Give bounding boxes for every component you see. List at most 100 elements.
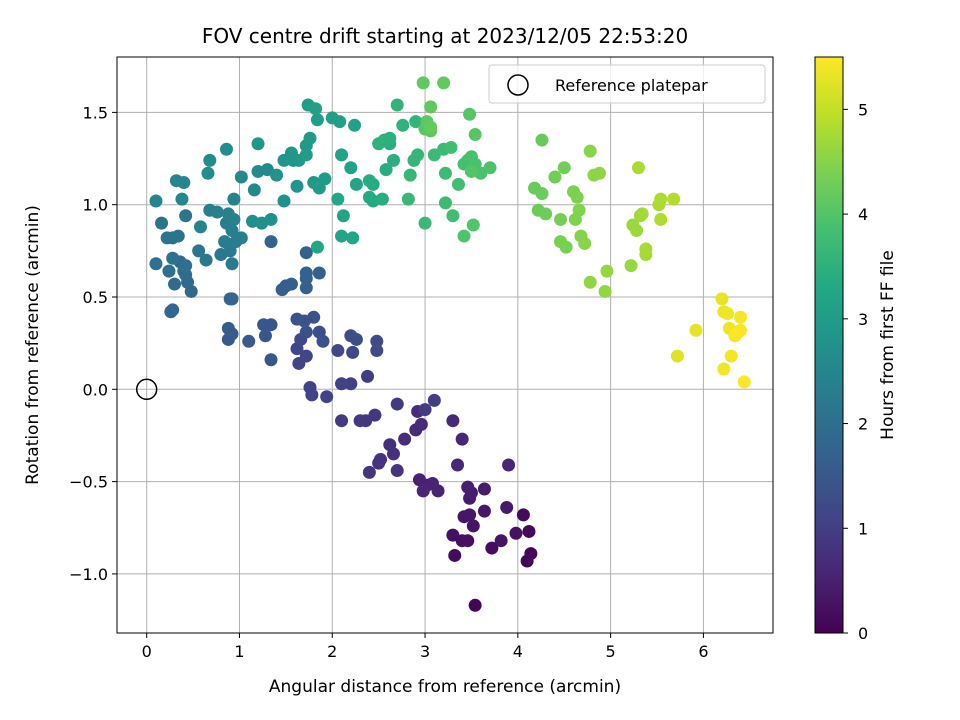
data-point <box>348 118 362 132</box>
data-point <box>522 524 536 538</box>
data-point <box>179 209 193 223</box>
x-tick-label: 5 <box>606 642 616 661</box>
data-point <box>362 465 376 479</box>
data-point <box>318 172 332 186</box>
data-point <box>396 118 410 132</box>
reference-platepar-marker <box>135 378 158 401</box>
data-point <box>448 548 462 562</box>
data-point <box>335 414 349 428</box>
data-point <box>570 190 584 204</box>
data-point <box>689 323 703 337</box>
data-point <box>168 277 182 291</box>
data-point <box>715 292 729 306</box>
data-point <box>379 163 393 177</box>
colorbar-tick-label: 4 <box>858 205 868 224</box>
data-point <box>654 212 668 226</box>
data-point <box>600 264 614 278</box>
data-point <box>179 259 193 273</box>
y-tick-label: 0.0 <box>83 380 108 399</box>
data-point <box>494 534 508 548</box>
data-point <box>592 166 606 180</box>
data-point <box>416 484 430 498</box>
data-point <box>290 179 304 193</box>
data-point <box>335 148 349 162</box>
data-point <box>463 508 477 522</box>
data-point <box>225 224 239 238</box>
data-point <box>557 161 571 175</box>
data-point <box>312 266 326 280</box>
x-tick-label: 3 <box>420 642 430 661</box>
data-point <box>372 456 386 470</box>
colorbar-tick-label: 2 <box>858 415 868 434</box>
data-point <box>362 174 376 188</box>
data-point <box>468 128 482 142</box>
data-point <box>331 344 345 358</box>
data-point <box>333 115 347 129</box>
data-point <box>310 113 324 127</box>
data-point <box>175 192 189 206</box>
data-point <box>192 244 206 258</box>
y-tick-label: −0.5 <box>69 473 108 492</box>
data-point <box>483 161 497 175</box>
data-point <box>654 192 668 206</box>
data-point <box>438 166 452 180</box>
data-point <box>258 329 272 343</box>
data-point <box>485 541 499 555</box>
data-point <box>411 148 425 162</box>
data-point <box>149 257 163 271</box>
data-point <box>438 196 452 210</box>
legend-label-reference: Reference platepar <box>555 76 708 95</box>
data-point <box>162 264 176 278</box>
data-point <box>583 275 597 289</box>
data-point <box>290 312 304 326</box>
data-point <box>500 500 514 514</box>
data-point <box>299 325 313 339</box>
data-point <box>299 272 313 286</box>
data-point <box>251 137 265 151</box>
data-point <box>225 327 239 341</box>
data-point <box>303 131 317 145</box>
data-point <box>383 438 397 452</box>
data-point <box>403 168 417 182</box>
x-tick-label: 2 <box>327 642 337 661</box>
data-point <box>177 176 191 190</box>
data-point <box>336 209 350 223</box>
colorbar: 0 1 2 3 4 5 Hours from first FF file <box>814 56 898 643</box>
data-point <box>466 519 480 533</box>
data-point <box>390 397 404 411</box>
data-point <box>401 192 415 206</box>
data-point <box>446 209 460 223</box>
y-tick-label: −1.0 <box>69 565 108 584</box>
colorbar-tick-label: 0 <box>858 624 868 643</box>
data-point <box>166 303 180 317</box>
data-point <box>149 194 163 208</box>
data-point <box>375 192 389 206</box>
data-point <box>346 345 360 359</box>
data-point <box>299 246 313 260</box>
data-point <box>583 144 597 158</box>
data-point <box>721 307 735 321</box>
data-point <box>631 161 645 175</box>
data-point <box>418 216 432 230</box>
data-point <box>227 212 241 226</box>
colorbar-label: Hours from first FF file <box>878 250 898 440</box>
data-point <box>455 432 469 446</box>
data-point <box>299 148 313 162</box>
data-point <box>219 142 233 156</box>
data-point <box>437 76 451 90</box>
data-point <box>466 218 480 232</box>
x-axis-label: Angular distance from reference (arcmin) <box>269 677 621 697</box>
data-point <box>502 458 516 472</box>
data-point <box>344 377 358 391</box>
data-point <box>166 251 180 265</box>
data-point <box>225 292 239 306</box>
colorbar-tick-label: 3 <box>858 310 868 329</box>
legend: Reference platepar <box>488 64 766 104</box>
data-point <box>418 403 432 417</box>
colorbar-gradient <box>814 56 844 634</box>
data-point <box>210 205 224 219</box>
data-point <box>171 229 185 243</box>
data-point <box>509 526 523 540</box>
data-point <box>451 177 465 191</box>
